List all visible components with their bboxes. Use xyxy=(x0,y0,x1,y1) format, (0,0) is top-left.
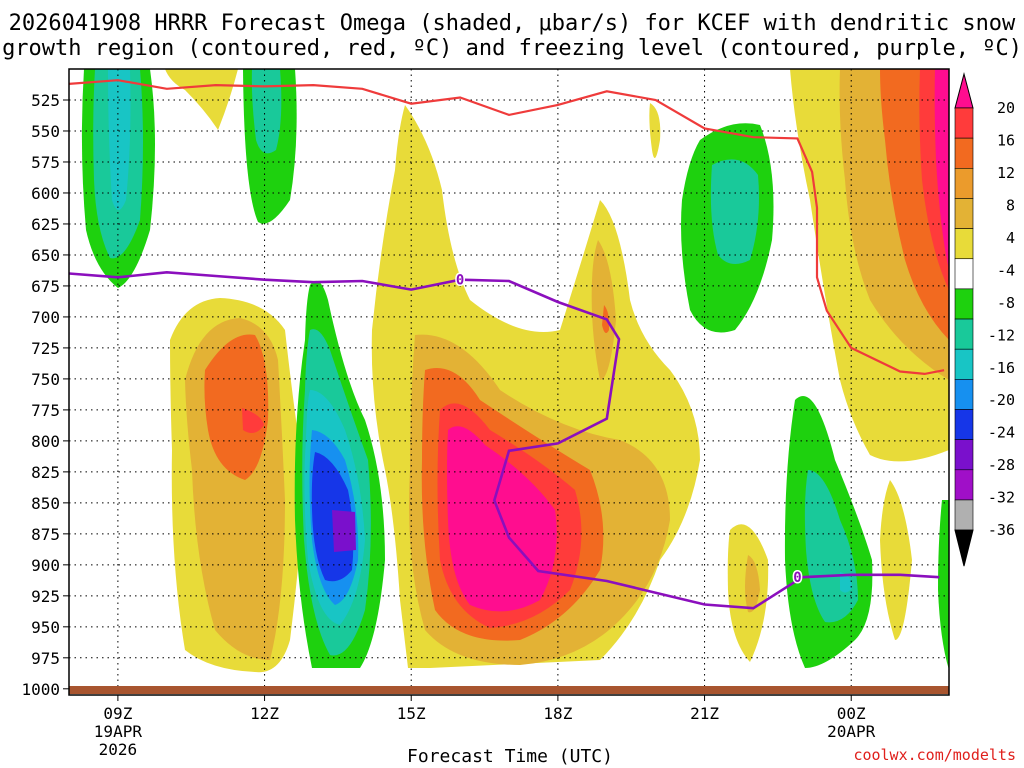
x-axis-title: Forecast Time (UTC) xyxy=(407,746,613,767)
omega-fill-region xyxy=(840,572,852,593)
colorbar-label: -32 xyxy=(988,489,1015,507)
x-tick-date: 20APR xyxy=(827,722,876,741)
ground-band xyxy=(69,686,949,694)
x-tick-label: 15Z xyxy=(397,704,426,723)
omega-fill-region xyxy=(745,555,760,613)
y-tick-label: 725 xyxy=(31,339,60,358)
colorbar-swatch xyxy=(954,499,974,531)
contour-labels: 00 xyxy=(454,271,803,588)
contours xyxy=(69,79,945,610)
y-tick-label: 625 xyxy=(31,215,60,234)
x-tick-label: 12Z xyxy=(250,704,279,723)
freezing-level-label: 0 xyxy=(793,570,801,586)
colorbar-top-arrow xyxy=(954,72,974,109)
colorbar-label: -24 xyxy=(988,424,1015,442)
y-tick-label: 850 xyxy=(31,494,60,513)
omega-fill-region xyxy=(332,510,356,552)
x-tick-date: 19APR xyxy=(94,722,143,741)
colorbar-label: -28 xyxy=(988,456,1015,474)
colorbar-label: -16 xyxy=(988,359,1015,377)
colorbar-label: -36 xyxy=(988,521,1015,539)
x-tick-year: 2026 xyxy=(99,740,138,759)
freezing-level-label: 0 xyxy=(456,273,464,289)
plot-frame xyxy=(68,68,950,696)
colorbar-label: 20 xyxy=(997,99,1015,117)
omega-fill-region xyxy=(649,103,661,158)
omega-fill-region xyxy=(934,69,949,270)
y-tick-label: 675 xyxy=(31,277,60,296)
omega-fill-region xyxy=(242,408,264,434)
y-tick-label: 950 xyxy=(31,618,60,637)
omega-fill-region xyxy=(251,69,282,154)
x-tick-label: 00Z xyxy=(837,704,866,723)
y-tick-label: 750 xyxy=(31,370,60,389)
omega-shading xyxy=(81,69,949,673)
colorbar-swatch xyxy=(954,469,974,501)
colorbar-swatch xyxy=(954,439,974,471)
y-tick-label: 875 xyxy=(31,525,60,544)
y-tick-label: 775 xyxy=(31,401,60,420)
y-tick-label: 575 xyxy=(31,153,60,172)
colorbar-label: 16 xyxy=(997,131,1015,149)
y-tick-label: 975 xyxy=(31,649,60,668)
colorbar-bottom-arrow xyxy=(954,529,974,567)
colorbar-swatch xyxy=(954,409,974,440)
grid-lines xyxy=(69,69,949,695)
colorbar-swatch xyxy=(954,107,974,139)
chart-subtitle: growth region (contoured, red, ºC) and f… xyxy=(2,36,1022,61)
colorbar-label: -4 xyxy=(997,261,1015,279)
colorbar-swatch xyxy=(954,228,974,260)
colorbar-label: 12 xyxy=(997,164,1015,182)
y-tick-label: 925 xyxy=(31,587,60,606)
y-axis: 525 550 575 600 625 650 675 700 725 750 775 800 825 8… xyxy=(21,91,69,699)
y-tick-label: 600 xyxy=(31,184,60,203)
omega-fill-region xyxy=(938,500,949,670)
colorbar-swatch xyxy=(954,168,974,199)
y-tick-label: 1000 xyxy=(21,680,60,699)
colorbar: 20 16 12 8 4 -4 -8 -12 -16 -20 -24 -28 -32 -36 xyxy=(954,72,1015,567)
omega-fill-region xyxy=(880,480,912,640)
colorbar-label: 4 xyxy=(1006,229,1015,247)
colorbar-swatch xyxy=(954,318,974,350)
colorbar-label: -20 xyxy=(988,391,1015,409)
omega-fill-region xyxy=(108,69,131,210)
y-tick-label: 525 xyxy=(31,91,60,110)
omega-fill-region xyxy=(204,334,269,480)
colorbar-swatch xyxy=(954,288,974,320)
x-tick-label: 18Z xyxy=(543,704,572,723)
y-tick-label: 800 xyxy=(31,432,60,451)
colorbar-swatch xyxy=(954,198,974,229)
chart-title: 2026041908 HRRR Forecast Omega (shaded, … xyxy=(9,11,1016,36)
colorbar-label: -8 xyxy=(997,294,1015,312)
y-tick-label: 825 xyxy=(31,463,60,482)
y-tick-label: 550 xyxy=(31,122,60,141)
credit-text: coolwx.com/modelts xyxy=(853,746,1016,764)
y-tick-label: 700 xyxy=(31,308,60,327)
colorbar-label: -12 xyxy=(988,326,1015,344)
colorbar-swatch xyxy=(954,137,974,169)
x-tick-label: 09Z xyxy=(103,704,132,723)
dendritic-growth-contour xyxy=(69,79,945,376)
colorbar-swatch xyxy=(954,379,974,410)
colorbar-swatch xyxy=(954,258,974,290)
y-tick-label: 900 xyxy=(31,556,60,575)
x-tick-label: 21Z xyxy=(690,704,719,723)
omega-fill-region xyxy=(710,159,759,264)
y-tick-label: 650 xyxy=(31,246,60,265)
freezing-level-contour xyxy=(69,270,940,610)
colorbar-label: 8 xyxy=(1006,196,1015,214)
colorbar-swatch xyxy=(954,348,974,380)
